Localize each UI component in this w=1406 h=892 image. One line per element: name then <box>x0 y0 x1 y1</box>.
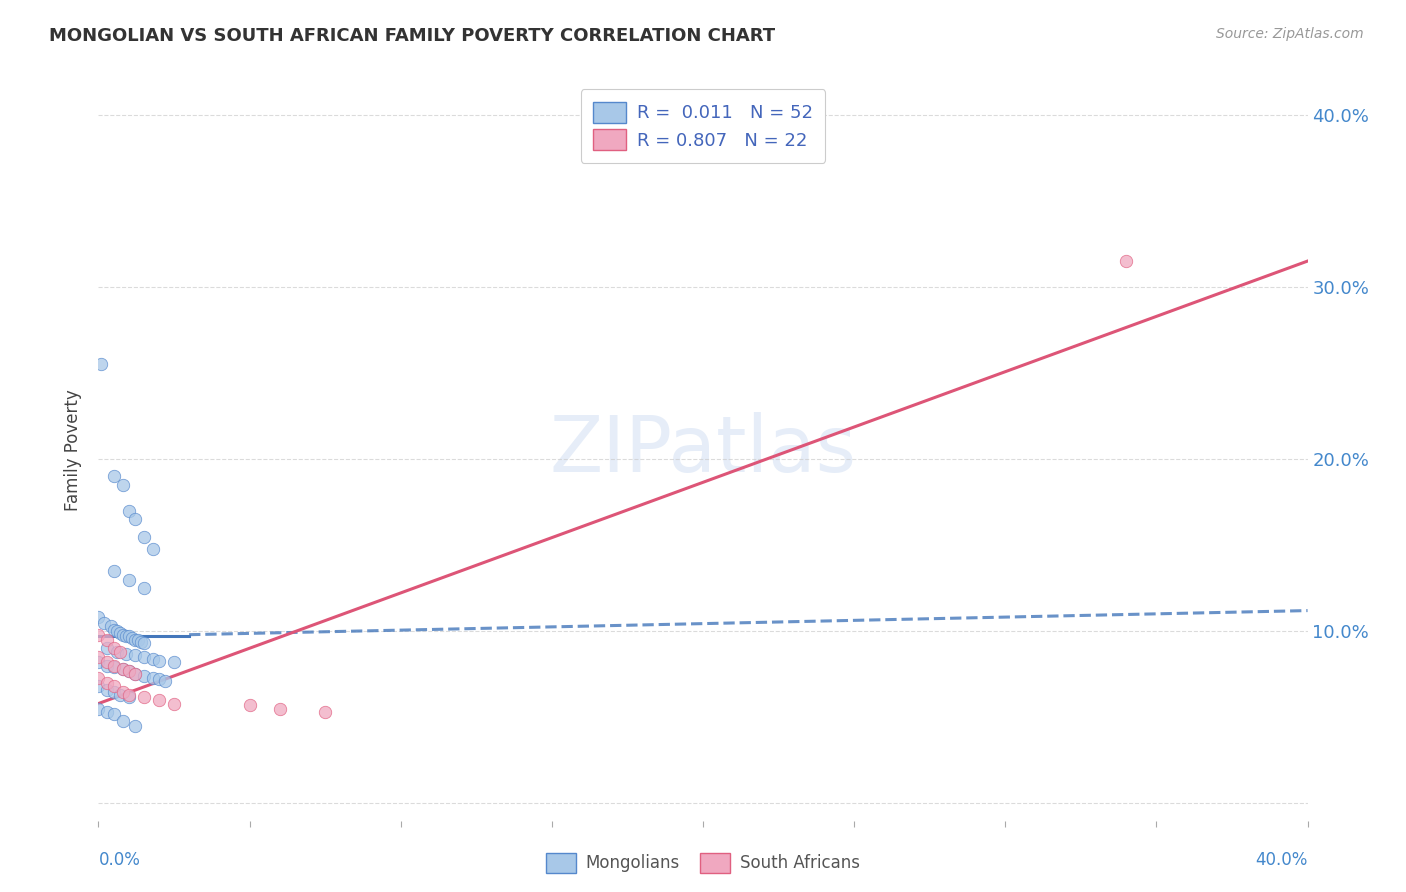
Point <box>118 573 141 587</box>
Point <box>118 629 141 643</box>
Point <box>96 676 118 690</box>
Point <box>103 684 125 698</box>
Point <box>127 632 149 647</box>
Point <box>96 641 118 656</box>
Point <box>108 645 131 659</box>
Point <box>93 615 115 630</box>
Legend: R =  0.011   N = 52, R = 0.807   N = 22: R = 0.011 N = 52, R = 0.807 N = 22 <box>581 89 825 162</box>
Point <box>105 645 128 659</box>
Text: ZIPatlas: ZIPatlas <box>550 412 856 489</box>
Point <box>129 634 152 648</box>
Point <box>132 530 155 544</box>
Point <box>132 690 155 704</box>
Point <box>118 690 141 704</box>
Point <box>111 662 134 676</box>
Text: 0.0%: 0.0% <box>98 851 141 869</box>
Point <box>121 631 143 645</box>
Point <box>103 706 125 721</box>
Point <box>148 673 170 687</box>
Point <box>114 629 136 643</box>
Point <box>111 628 134 642</box>
Point <box>87 679 110 693</box>
Point <box>142 541 165 556</box>
Point <box>111 684 134 698</box>
Point <box>87 610 110 624</box>
Point <box>111 478 134 492</box>
Point <box>148 653 170 667</box>
Point <box>103 660 125 674</box>
Point <box>124 667 146 681</box>
Point <box>132 669 155 683</box>
Point <box>87 671 110 685</box>
Point <box>96 682 118 697</box>
Point <box>96 658 118 673</box>
Point <box>100 619 122 633</box>
Point <box>96 632 118 647</box>
Point <box>111 714 134 728</box>
Point <box>105 624 128 639</box>
Point <box>87 655 110 669</box>
Point <box>148 693 170 707</box>
Point <box>124 632 146 647</box>
Point <box>108 626 131 640</box>
Point <box>124 648 146 663</box>
Point <box>124 512 146 526</box>
Point <box>103 641 125 656</box>
Point <box>124 667 146 681</box>
Text: MONGOLIAN VS SOUTH AFRICAN FAMILY POVERTY CORRELATION CHART: MONGOLIAN VS SOUTH AFRICAN FAMILY POVERT… <box>49 27 775 45</box>
Point <box>103 564 125 578</box>
Point <box>142 671 165 685</box>
Point <box>111 662 134 676</box>
Point <box>132 581 155 595</box>
Point <box>132 650 155 665</box>
Point <box>103 679 125 693</box>
Point <box>269 702 291 716</box>
Point <box>153 674 176 689</box>
Point <box>103 658 125 673</box>
Text: 40.0%: 40.0% <box>1256 851 1308 869</box>
Point <box>103 469 125 483</box>
Point <box>114 647 136 661</box>
Point <box>87 628 110 642</box>
Point <box>90 357 112 371</box>
Text: Source: ZipAtlas.com: Source: ZipAtlas.com <box>1216 27 1364 41</box>
Point <box>87 650 110 665</box>
Point <box>118 504 141 518</box>
Point <box>96 705 118 719</box>
Point <box>118 664 141 678</box>
Point <box>87 702 110 716</box>
Point <box>142 652 165 666</box>
Point <box>118 664 141 678</box>
Point <box>96 655 118 669</box>
Point <box>103 623 125 637</box>
Point <box>118 688 141 702</box>
Point <box>1115 254 1137 268</box>
Point <box>132 636 155 650</box>
Y-axis label: Family Poverty: Family Poverty <box>65 390 83 511</box>
Point <box>163 697 186 711</box>
Point <box>124 719 146 733</box>
Point <box>239 698 262 713</box>
Point <box>108 688 131 702</box>
Point <box>163 655 186 669</box>
Legend: Mongolians, South Africans: Mongolians, South Africans <box>540 847 866 880</box>
Point <box>314 705 336 719</box>
